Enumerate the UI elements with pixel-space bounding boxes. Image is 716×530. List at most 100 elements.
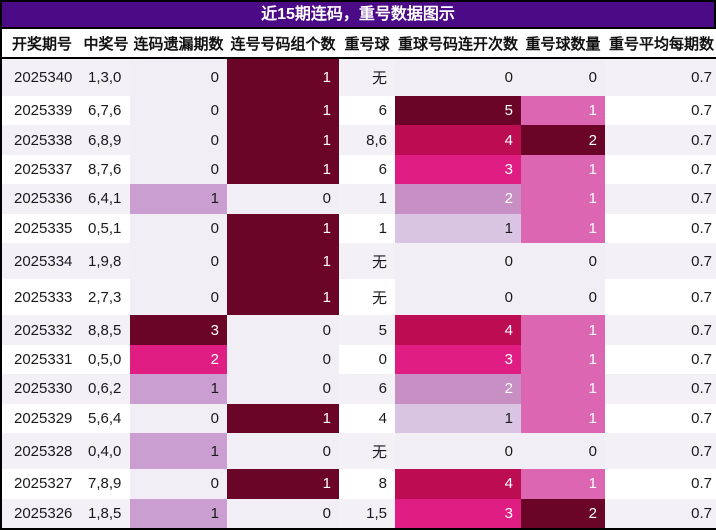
cell-avg: 0.7 <box>605 403 716 433</box>
cell-ball: 1 <box>339 213 395 243</box>
cell-period: 2025335 <box>2 213 82 243</box>
heat-cell-miss: 0 <box>130 154 227 185</box>
table-row: 2025333 2,7,3 0 1 无 0 0 0.7 <box>2 279 716 316</box>
table-row: 2025338 6,8,9 0 1 8,6 4 2 0.7 <box>2 125 716 155</box>
heat-cell-count: 1 <box>521 213 605 243</box>
stats-table: 开奖期号 中奖号 连码遗漏期数 连号号码组个数 重号球 重球号码连开次数 重号球数量 重号平均… <box>2 29 716 528</box>
table-row: 2025334 1,9,8 0 1 无 0 0 0.7 <box>2 242 716 280</box>
heat-cell-count: 0 <box>521 58 605 96</box>
heat-cell-streak: 4 <box>395 469 521 499</box>
cell-ball: 0 <box>339 344 395 375</box>
cell-avg: 0.7 <box>605 154 716 185</box>
heat-cell-streak: 4 <box>395 125 521 155</box>
heat-cell-streak: 0 <box>395 242 521 280</box>
cell-win: 8,8,5 <box>82 315 130 345</box>
heat-cell-miss: 2 <box>130 344 227 375</box>
heat-cell-group: 0 <box>227 315 339 345</box>
heat-cell-miss: 1 <box>130 432 227 470</box>
cell-avg: 0.7 <box>605 374 716 404</box>
cell-period: 2025334 <box>2 242 82 280</box>
heat-cell-streak: 3 <box>395 344 521 375</box>
column-header-3: 连号号码组个数 <box>227 29 339 59</box>
cell-win: 0,5,1 <box>82 213 130 243</box>
table-row: 2025337 8,7,6 0 1 6 3 1 0.7 <box>2 154 716 185</box>
heat-cell-miss: 1 <box>130 498 227 528</box>
cell-period: 2025340 <box>2 58 82 96</box>
heat-cell-streak: 2 <box>395 184 521 214</box>
cell-avg: 0.7 <box>605 96 716 126</box>
cell-period: 2025330 <box>2 374 82 404</box>
column-header-4: 重号球 <box>339 29 395 59</box>
cell-period: 2025338 <box>2 125 82 155</box>
heat-cell-group: 0 <box>227 184 339 214</box>
cell-win: 0,6,2 <box>82 374 130 404</box>
column-header-7: 重号平均每期数 <box>605 29 716 59</box>
heat-cell-count: 0 <box>521 432 605 470</box>
heat-cell-miss: 0 <box>130 125 227 155</box>
heat-cell-miss: 1 <box>130 374 227 404</box>
column-header-0: 开奖期号 <box>2 29 82 59</box>
table-row: 2025332 8,8,5 3 0 5 4 1 0.7 <box>2 315 716 345</box>
heat-cell-group: 1 <box>227 96 339 126</box>
heat-cell-count: 1 <box>521 344 605 375</box>
cell-period: 2025336 <box>2 184 82 214</box>
cell-win: 0,5,0 <box>82 344 130 375</box>
table-row: 2025329 5,6,4 0 1 4 1 1 0.7 <box>2 403 716 433</box>
heat-cell-miss: 0 <box>130 213 227 243</box>
cell-period: 2025332 <box>2 315 82 345</box>
heat-cell-streak: 2 <box>395 374 521 404</box>
heat-cell-count: 2 <box>521 498 605 528</box>
cell-avg: 0.7 <box>605 315 716 345</box>
cell-win: 8,7,6 <box>82 154 130 185</box>
column-header-2: 连码遗漏期数 <box>130 29 227 59</box>
table-row: 2025331 0,5,0 2 0 0 3 1 0.7 <box>2 344 716 375</box>
cell-period: 2025327 <box>2 469 82 499</box>
heat-cell-count: 1 <box>521 154 605 185</box>
heat-cell-group: 1 <box>227 279 339 316</box>
cell-ball: 无 <box>339 279 395 316</box>
cell-ball: 1 <box>339 184 395 214</box>
heat-cell-count: 1 <box>521 184 605 214</box>
table-row: 2025335 0,5,1 0 1 1 1 1 0.7 <box>2 213 716 243</box>
cell-avg: 0.7 <box>605 213 716 243</box>
heat-cell-group: 0 <box>227 498 339 528</box>
heat-cell-streak: 0 <box>395 279 521 316</box>
cell-ball: 5 <box>339 315 395 345</box>
table-row: 2025340 1,3,0 0 1 无 0 0 0.7 <box>2 58 716 96</box>
heat-cell-miss: 0 <box>130 469 227 499</box>
cell-avg: 0.7 <box>605 279 716 316</box>
cell-avg: 0.7 <box>605 344 716 375</box>
cell-avg: 0.7 <box>605 469 716 499</box>
heat-cell-count: 0 <box>521 242 605 280</box>
cell-win: 0,4,0 <box>82 432 130 470</box>
cell-period: 2025329 <box>2 403 82 433</box>
heat-cell-streak: 0 <box>395 58 521 96</box>
table-row: 2025339 6,7,6 0 1 6 5 1 0.7 <box>2 96 716 126</box>
cell-win: 1,8,5 <box>82 498 130 528</box>
cell-period: 2025328 <box>2 432 82 470</box>
heat-cell-group: 0 <box>227 374 339 404</box>
heat-cell-group: 1 <box>227 125 339 155</box>
cell-period: 2025333 <box>2 279 82 316</box>
heat-cell-group: 1 <box>227 213 339 243</box>
cell-win: 6,8,9 <box>82 125 130 155</box>
cell-ball: 无 <box>339 242 395 280</box>
table-row: 2025328 0,4,0 1 0 无 0 0 0.7 <box>2 432 716 470</box>
cell-avg: 0.7 <box>605 432 716 470</box>
cell-avg: 0.7 <box>605 125 716 155</box>
cell-ball: 6 <box>339 374 395 404</box>
heat-cell-group: 0 <box>227 432 339 470</box>
table-row: 2025327 7,8,9 0 1 8 4 1 0.7 <box>2 469 716 499</box>
heat-cell-group: 1 <box>227 58 339 96</box>
page-title: 近15期连码，重号数据图示 <box>2 2 714 29</box>
table-row: 2025336 6,4,1 1 0 1 2 1 0.7 <box>2 184 716 214</box>
cell-win: 2,7,3 <box>82 279 130 316</box>
cell-ball: 无 <box>339 58 395 96</box>
cell-avg: 0.7 <box>605 184 716 214</box>
heat-cell-streak: 3 <box>395 154 521 185</box>
cell-win: 1,9,8 <box>82 242 130 280</box>
table-body: 2025340 1,3,0 0 1 无 0 0 0.7 2025339 6,7,6 0 1 6 5 1 0.7… <box>2 58 716 528</box>
heat-cell-count: 0 <box>521 279 605 316</box>
heat-cell-streak: 1 <box>395 403 521 433</box>
heat-cell-group: 1 <box>227 469 339 499</box>
